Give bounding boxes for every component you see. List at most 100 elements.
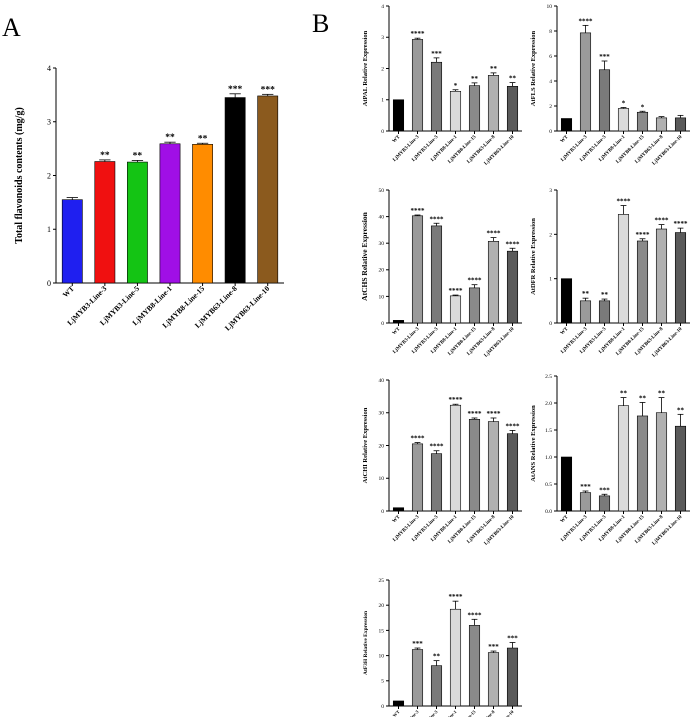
flavonoids-significance-label: *** bbox=[261, 85, 276, 95]
atf3h-y-tick-label: 20 bbox=[379, 603, 385, 609]
atpal-bar bbox=[468, 85, 481, 132]
atf3h-significance-label: *** bbox=[507, 634, 518, 642]
atchs-y-tick-label: 40 bbox=[379, 215, 385, 221]
atdfr-bar bbox=[674, 232, 687, 324]
atchs-significance-label: **** bbox=[411, 207, 426, 215]
atf3h-y-tick-label: 15 bbox=[379, 628, 385, 634]
atchi-bar bbox=[392, 507, 405, 512]
atans-bar bbox=[674, 425, 687, 512]
flavonoids-bar bbox=[127, 161, 148, 284]
atchs-significance-label: **** bbox=[430, 215, 445, 223]
atfls-y-tick-label: 0 bbox=[549, 129, 552, 135]
atf3h-bar bbox=[468, 625, 481, 707]
atpal-bar bbox=[411, 39, 424, 132]
atf3h-significance-label: **** bbox=[468, 611, 483, 619]
atans-bar bbox=[560, 456, 573, 512]
atchs-bar bbox=[430, 225, 443, 324]
atchi-significance-label: **** bbox=[487, 410, 502, 418]
atdfr-y-axis-title: AtDFR Relative Expression bbox=[530, 218, 537, 295]
atchs-bar bbox=[392, 320, 405, 324]
atchs-bar bbox=[506, 250, 519, 324]
atf3h-y-tick-label: 10 bbox=[379, 654, 385, 660]
atchs-significance-label: **** bbox=[449, 287, 464, 295]
atans-bar bbox=[579, 492, 592, 512]
atdfr-y-tick-label: 3 bbox=[549, 188, 552, 194]
atfls-y-tick-label: 8 bbox=[549, 29, 552, 35]
atchs-y-tick-label: 10 bbox=[379, 294, 385, 300]
atpal-significance-label: ** bbox=[471, 75, 479, 83]
atchi-y-tick-label: 10 bbox=[379, 476, 385, 482]
atf3h-significance-label: *** bbox=[488, 643, 499, 651]
atdfr-bar bbox=[636, 240, 649, 324]
atpal-bar bbox=[392, 99, 405, 132]
atchs-bar bbox=[449, 295, 462, 324]
charts-group: 0 1 2 3 4 Total flavonoids contents (mg/g) WT *… bbox=[14, 4, 690, 717]
atchs-significance-label: **** bbox=[468, 277, 483, 285]
atchi-significance-label: **** bbox=[430, 443, 445, 451]
atdfr-bar bbox=[560, 278, 573, 324]
atpal-bar bbox=[506, 86, 519, 132]
atchi-significance-label: **** bbox=[468, 410, 483, 418]
flavonoids-category-label: WT bbox=[61, 284, 76, 299]
atpal-category-label: WT bbox=[392, 134, 402, 144]
atans-significance-label: *** bbox=[580, 483, 591, 491]
atpal-significance-label: **** bbox=[411, 30, 426, 38]
flavonoids-significance-label: ** bbox=[198, 134, 208, 144]
atans-bar bbox=[617, 405, 630, 512]
panel-label-b: B bbox=[312, 9, 329, 38]
atpal-y-tick-label: 3 bbox=[381, 35, 384, 41]
atchs-y-tick-label: 20 bbox=[379, 268, 385, 274]
flavonoids-y-tick-label: 3 bbox=[47, 118, 51, 127]
flavonoids-y-axis-title: Total flavonoids contents (mg/g) bbox=[14, 107, 25, 244]
flavonoids-significance-label: ** bbox=[100, 151, 110, 161]
atans-bar bbox=[636, 415, 649, 512]
flavonoids-y-tick-label: 4 bbox=[47, 64, 51, 73]
atpal-y-tick-label: 1 bbox=[381, 98, 384, 104]
atchi-bar bbox=[449, 404, 462, 512]
atf3h-significance-label: *** bbox=[412, 640, 423, 648]
atpal-y-tick-label: 2 bbox=[381, 66, 384, 72]
atfls-bar bbox=[560, 118, 573, 132]
atpal-significance-label: ** bbox=[509, 75, 517, 83]
atf3h-bar bbox=[506, 647, 519, 707]
atdfr-significance-label: **** bbox=[674, 220, 689, 228]
atpal-significance-label: *** bbox=[431, 50, 442, 58]
flavonoids-significance-label: ** bbox=[133, 151, 143, 161]
atans-y-tick-label: 0.5 bbox=[545, 482, 552, 488]
atdfr-significance-label: **** bbox=[617, 198, 632, 206]
atans-significance-label: ** bbox=[620, 390, 628, 398]
atf3h-y-axis-title: AtF3H Relative Expression bbox=[363, 611, 369, 675]
atchi-chart: 0 10 20 30 40 AtCHI Relative Expression WT ****… bbox=[362, 378, 522, 547]
atans-y-tick-label: 2.5 bbox=[545, 374, 552, 380]
atchi-y-tick-label: 40 bbox=[379, 378, 385, 384]
atans-significance-label: ** bbox=[639, 394, 647, 402]
atans-y-tick-label: 1.5 bbox=[545, 428, 552, 434]
flavonoids-bar bbox=[159, 143, 181, 284]
atfls-bar bbox=[674, 117, 687, 132]
atfls-y-tick-label: 10 bbox=[547, 4, 553, 10]
atf3h-y-tick-label: 0 bbox=[381, 704, 384, 710]
atans-bar bbox=[598, 495, 611, 512]
atpal-significance-label: * bbox=[454, 82, 458, 90]
atchs-significance-label: **** bbox=[487, 230, 502, 238]
flavonoids-bar bbox=[61, 199, 83, 284]
atpal-bar bbox=[487, 75, 500, 132]
atdfr-significance-label: **** bbox=[655, 217, 670, 225]
atchi-category-label: WT bbox=[392, 514, 402, 524]
atchi-significance-label: **** bbox=[506, 422, 521, 430]
atpal-significance-label: ** bbox=[490, 65, 498, 73]
atfls-significance-label: *** bbox=[599, 53, 610, 61]
atdfr-bar bbox=[579, 300, 592, 324]
atchi-y-tick-label: 30 bbox=[379, 411, 385, 417]
atans-y-tick-label: 2.0 bbox=[545, 401, 552, 407]
atdfr-y-tick-label: 1 bbox=[549, 277, 552, 283]
atpal-y-axis-title: AtPAL Relative Expression bbox=[362, 30, 369, 106]
atans-y-axis-title: AtANS Relative Expression bbox=[530, 405, 537, 482]
atchi-y-axis-title: AtCHI Relative Expression bbox=[362, 407, 369, 483]
atfls-significance-label: * bbox=[641, 103, 645, 111]
atdfr-significance-label: ** bbox=[601, 291, 609, 299]
atfls-bar bbox=[617, 108, 630, 132]
atf3h-bar bbox=[449, 608, 462, 707]
